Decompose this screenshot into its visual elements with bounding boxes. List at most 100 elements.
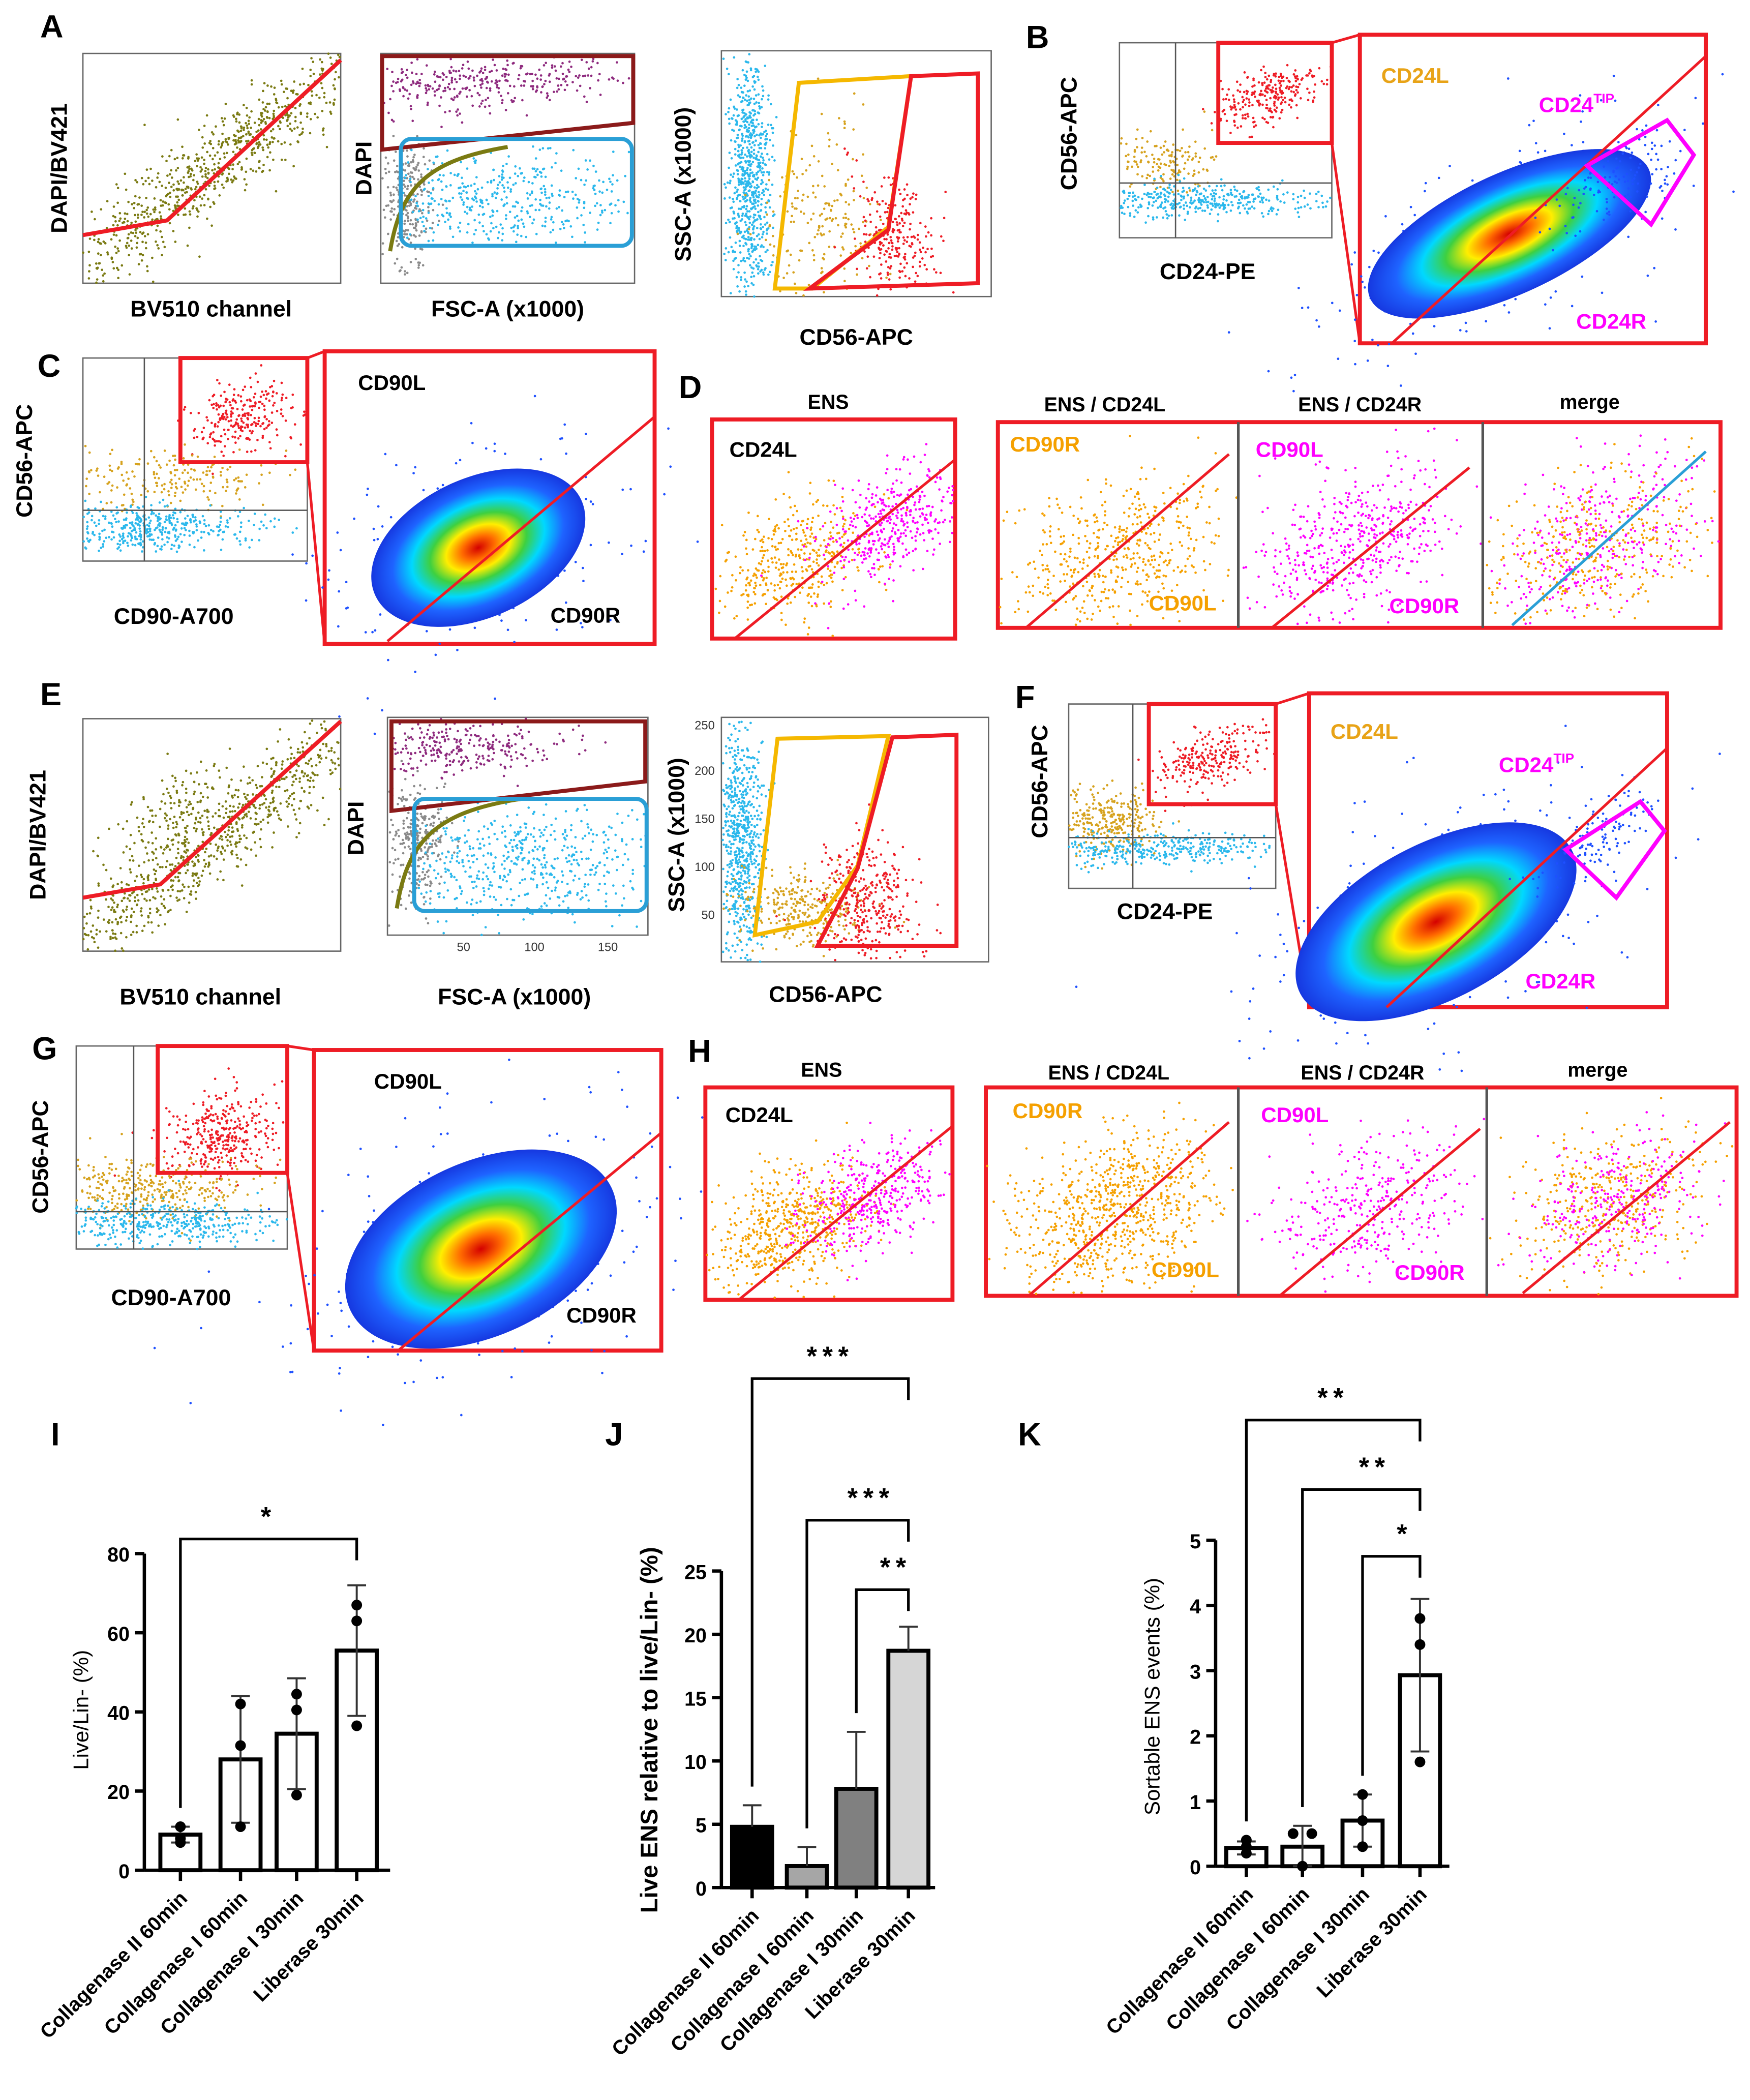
event-dot — [876, 210, 879, 213]
event-dot — [576, 89, 579, 92]
event-dot — [470, 184, 473, 187]
event-dot — [531, 182, 534, 185]
event-dot — [891, 242, 894, 245]
event-dot — [224, 433, 227, 436]
event-dot — [757, 268, 760, 271]
event-dot — [173, 474, 176, 477]
event-dot — [512, 230, 515, 233]
event-dot — [458, 192, 461, 195]
event-dot — [181, 157, 184, 160]
event-dot — [1565, 232, 1568, 234]
event-dot — [1596, 181, 1600, 184]
event-dot — [147, 525, 150, 527]
event-dot — [236, 408, 239, 410]
event-dot — [517, 77, 520, 80]
event-dot — [184, 488, 187, 491]
event-dot — [269, 151, 271, 154]
event-dot — [796, 176, 798, 179]
event-dot — [742, 182, 745, 185]
event-dot — [1238, 202, 1241, 204]
event-dot — [1133, 194, 1136, 197]
event-dot — [1260, 69, 1262, 72]
event-dot — [221, 504, 224, 507]
event-dot — [214, 492, 217, 495]
event-dot — [520, 84, 523, 87]
event-dot — [1131, 195, 1134, 198]
event-dot — [747, 136, 750, 139]
event-dot — [158, 211, 161, 214]
event-dot — [174, 512, 176, 515]
event-dot — [853, 92, 856, 95]
event-dot — [542, 64, 546, 67]
event-dot — [768, 224, 771, 227]
event-dot — [1261, 82, 1263, 85]
event-dot — [752, 98, 756, 100]
event-dot — [909, 203, 911, 206]
event-dot — [918, 241, 921, 244]
event-dot — [819, 232, 822, 235]
event-dot — [409, 177, 412, 181]
event-dot — [222, 404, 225, 407]
event-dot — [256, 380, 259, 383]
event-dot — [445, 207, 448, 210]
event-dot — [246, 127, 249, 130]
event-dot — [1221, 189, 1224, 192]
event-dot — [548, 73, 551, 75]
event-dot — [741, 109, 744, 112]
event-dot — [748, 101, 751, 104]
event-dot — [1270, 80, 1272, 83]
event-dot — [411, 80, 414, 83]
event-dot — [764, 147, 767, 149]
event-dot — [309, 132, 312, 135]
event-dot — [1538, 231, 1542, 234]
event-dot — [737, 143, 740, 146]
event-dot — [217, 421, 220, 424]
event-dot — [139, 538, 142, 541]
event-dot — [227, 420, 230, 423]
event-dot — [1233, 113, 1236, 116]
event-dot — [172, 189, 175, 192]
event-dot — [119, 217, 122, 220]
event-dot — [139, 533, 142, 536]
event-dot — [216, 440, 218, 443]
event-dot — [239, 435, 242, 438]
event-dot — [1123, 192, 1126, 194]
event-dot — [762, 273, 765, 276]
event-dot — [627, 77, 630, 80]
event-dot — [885, 260, 888, 263]
event-dot — [254, 372, 257, 375]
event-dot — [1618, 178, 1620, 181]
event-dot — [862, 103, 865, 106]
event-dot — [1280, 84, 1283, 87]
event-dot — [170, 169, 173, 172]
event-dot — [819, 214, 822, 217]
event-dot — [910, 245, 912, 248]
event-dot — [412, 177, 415, 181]
event-dot — [817, 160, 820, 163]
event-dot — [741, 205, 744, 208]
event-dot — [1157, 169, 1160, 172]
event-dot — [904, 209, 908, 212]
event-dot — [131, 498, 134, 501]
event-dot — [86, 513, 89, 515]
event-dot — [1629, 210, 1632, 213]
event-dot — [281, 105, 284, 108]
event-dot — [232, 451, 235, 454]
event-dot — [415, 82, 417, 85]
event-dot — [404, 162, 407, 165]
event-dot — [1139, 203, 1142, 206]
event-dot — [743, 237, 746, 240]
event-dot — [102, 515, 105, 518]
event-dot — [118, 543, 122, 546]
event-dot — [854, 245, 857, 248]
event-dot — [600, 209, 604, 212]
event-dot — [831, 218, 834, 221]
event-dot — [269, 520, 272, 523]
event-dot — [1253, 207, 1256, 210]
event-dot — [733, 105, 735, 108]
event-dot — [752, 196, 755, 199]
event-dot — [915, 193, 918, 196]
event-dot — [1215, 155, 1218, 158]
event-dot — [246, 114, 249, 117]
event-dot — [592, 187, 595, 190]
